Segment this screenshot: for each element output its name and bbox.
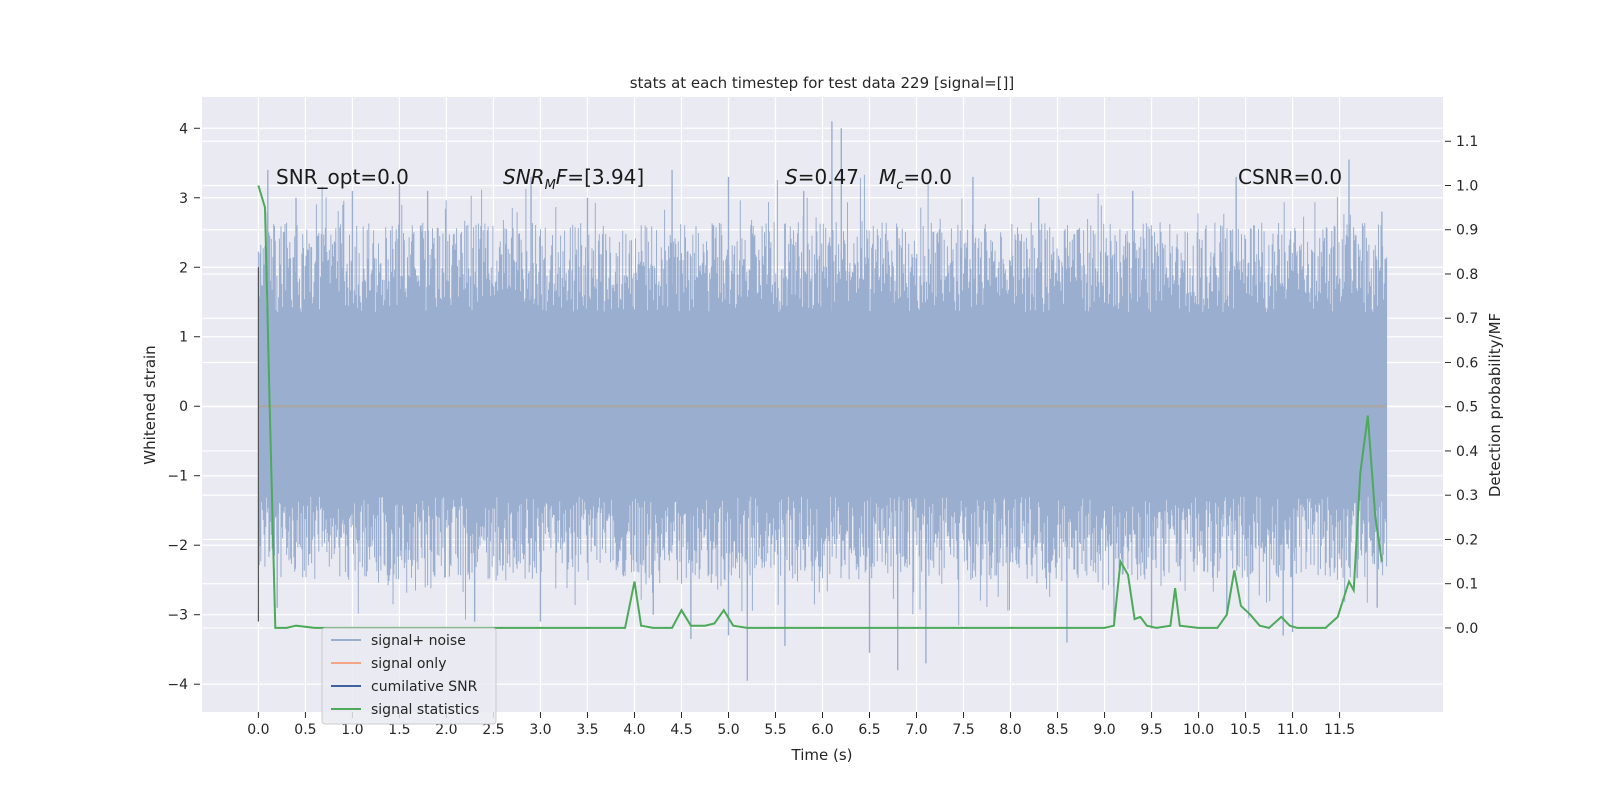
y2-tick-label: 1.0 [1456,178,1478,194]
x-tick-label: 6.5 [858,722,880,738]
annotation-s-stat-value: =0.47 [798,165,859,189]
annotation-s-stat: S=0.47 [785,165,859,189]
y-tick-label: −4 [167,677,188,693]
y2-axis: 1.1 1.0 0.9 0.8 0.7 0.6 0.5 0.4 0.3 0.2 0.1 0.0 [1445,134,1478,637]
x-tick-label: 5.5 [764,722,786,738]
annotation-mc-value: =0.0 [903,165,952,189]
y-tick-label: 3 [179,191,188,207]
x-tick-label: 6.0 [811,722,833,738]
x-tick-label: 7.0 [905,722,927,738]
y2-tick-label: 0.1 [1456,577,1478,593]
x-tick-label: 10.0 [1183,722,1214,738]
annotation-snr-mf-value: [3.94] [584,165,644,189]
x-tick-label: 3.0 [529,722,551,738]
y2-tick-label: 1.1 [1456,134,1478,150]
x-tick-label: 8.5 [1046,722,1068,738]
y-axis-label: Whitened strain [141,345,159,464]
y2-tick-label: 0.8 [1456,267,1478,283]
x-tick-label: 8.0 [999,722,1021,738]
y-tick-label: 2 [179,260,188,276]
x-tick-label: 7.5 [952,722,974,738]
y-axis: 4 3 2 1 0 −1 −2 −3 −4 [167,121,200,693]
y2-axis-label: Detection probability/MF [1486,313,1504,497]
y2-tick-label: 0.9 [1456,223,1478,239]
y-tick-label: 1 [179,330,188,346]
y2-tick-label: 0.3 [1456,488,1478,504]
legend: signal+ noise signal only cumilative SNR si… [321,627,497,725]
x-tick-label: 4.5 [670,722,692,738]
x-tick-label: 9.5 [1140,722,1162,738]
annotation-snr-opt: SNR_opt=0.0 [276,165,409,189]
signal-plus-noise-trace [257,121,1388,681]
x-tick-label: 11.5 [1324,722,1355,738]
x-tick-label: 2.5 [482,722,504,738]
x-tick-label: 0.5 [294,722,316,738]
y2-tick-label: 0.2 [1456,532,1478,548]
y2-tick-label: 0.5 [1456,400,1478,416]
x-tick-label: 0.0 [247,722,269,738]
annotation-csnr: CSNR=0.0 [1238,165,1342,189]
annotation-snr-mf: SNRMF=[3.94] [503,165,644,193]
y2-tick-label: 0.6 [1456,355,1478,371]
x-tick-label: 1.5 [388,722,410,738]
y2-tick-label: 0.4 [1456,444,1478,460]
x-tick-label: 10.5 [1230,722,1261,738]
x-tick-label: 3.5 [576,722,598,738]
signal-statistics-line [257,185,1383,629]
x-tick-label: 9.0 [1093,722,1115,738]
legend-signal-plus-noise-label: signal+ noise [371,633,466,649]
x-axis: 0.0 0.5 1.0 1.5 2.0 2.5 3.0 3.5 4.0 4.5 5.0 5.5 6.0 6… [247,712,1355,738]
legend-cumulative-snr-label: cumilative SNR [371,679,478,695]
x-tick-label: 2.0 [435,722,457,738]
legend-signal-statistics-label: signal statistics [371,702,479,718]
y-tick-label: −3 [167,608,188,624]
y-tick-label: 4 [179,121,188,137]
annotation-mc: Mc=0.0 [879,165,952,193]
x-tick-label: 11.0 [1277,722,1308,738]
noise-core [258,312,1387,497]
chart-title: stats at each timestep for test data 229… [630,74,1015,92]
x-tick-label: 4.0 [623,722,645,738]
y-tick-label: −2 [167,538,188,554]
x-tick-label: 1.0 [341,722,363,738]
x-axis-label: Time (s) [791,746,853,764]
legend-signal-only-label: signal only [371,656,446,672]
series-lines [257,185,1387,629]
x-tick-label: 5.0 [717,722,739,738]
y-tick-label: 0 [179,399,188,415]
y2-tick-label: 0.0 [1456,621,1478,637]
y2-tick-label: 0.7 [1456,311,1478,327]
y-tick-label: −1 [167,469,188,485]
